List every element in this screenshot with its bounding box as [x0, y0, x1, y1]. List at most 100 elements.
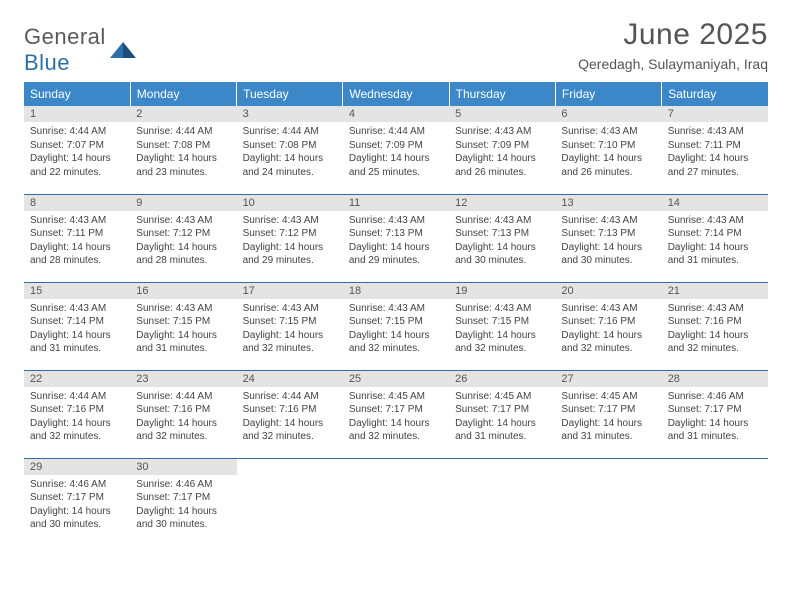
day-number: 22	[24, 371, 130, 387]
day-number: 9	[130, 195, 236, 211]
calendar-cell: ..	[555, 458, 661, 546]
weekday-heading: Tuesday	[237, 82, 343, 106]
day-number: 29	[24, 459, 130, 475]
day-number: 26	[449, 371, 555, 387]
weekday-heading: Thursday	[449, 82, 555, 106]
calendar-row: 15Sunrise: 4:43 AMSunset: 7:14 PMDayligh…	[24, 282, 768, 370]
month-title: June 2025	[578, 18, 768, 52]
calendar-cell: 4Sunrise: 4:44 AMSunset: 7:09 PMDaylight…	[343, 106, 449, 194]
day-details: Sunrise: 4:46 AMSunset: 7:17 PMDaylight:…	[662, 387, 768, 448]
title-block: June 2025 Qeredagh, Sulaymaniyah, Iraq	[578, 18, 768, 72]
calendar-cell: 15Sunrise: 4:43 AMSunset: 7:14 PMDayligh…	[24, 282, 130, 370]
weekday-heading: Saturday	[662, 82, 768, 106]
day-details: Sunrise: 4:43 AMSunset: 7:13 PMDaylight:…	[343, 211, 449, 272]
calendar-cell: ..	[662, 458, 768, 546]
day-number: 4	[343, 106, 449, 122]
weekday-heading: Wednesday	[343, 82, 449, 106]
weekday-heading: Monday	[130, 82, 236, 106]
day-details: Sunrise: 4:43 AMSunset: 7:10 PMDaylight:…	[555, 122, 661, 183]
day-number: 14	[662, 195, 768, 211]
day-details: Sunrise: 4:44 AMSunset: 7:09 PMDaylight:…	[343, 122, 449, 183]
calendar-cell: ..	[449, 458, 555, 546]
day-number: 25	[343, 371, 449, 387]
day-number: 15	[24, 283, 130, 299]
day-details: Sunrise: 4:44 AMSunset: 7:16 PMDaylight:…	[130, 387, 236, 448]
calendar-cell: 10Sunrise: 4:43 AMSunset: 7:12 PMDayligh…	[237, 194, 343, 282]
day-details: Sunrise: 4:44 AMSunset: 7:16 PMDaylight:…	[237, 387, 343, 448]
calendar-cell: 7Sunrise: 4:43 AMSunset: 7:11 PMDaylight…	[662, 106, 768, 194]
day-number: 8	[24, 195, 130, 211]
calendar-cell: 1Sunrise: 4:44 AMSunset: 7:07 PMDaylight…	[24, 106, 130, 194]
brand-triangle-icon	[110, 40, 136, 60]
calendar-cell: 21Sunrise: 4:43 AMSunset: 7:16 PMDayligh…	[662, 282, 768, 370]
calendar-cell: 11Sunrise: 4:43 AMSunset: 7:13 PMDayligh…	[343, 194, 449, 282]
calendar-cell: 8Sunrise: 4:43 AMSunset: 7:11 PMDaylight…	[24, 194, 130, 282]
day-number: 2	[130, 106, 236, 122]
calendar-body: 1Sunrise: 4:44 AMSunset: 7:07 PMDaylight…	[24, 106, 768, 546]
day-details: Sunrise: 4:43 AMSunset: 7:11 PMDaylight:…	[662, 122, 768, 183]
weekday-heading: Friday	[555, 82, 661, 106]
day-details: Sunrise: 4:43 AMSunset: 7:12 PMDaylight:…	[130, 211, 236, 272]
day-number: 6	[555, 106, 661, 122]
calendar-cell: 18Sunrise: 4:43 AMSunset: 7:15 PMDayligh…	[343, 282, 449, 370]
day-details: Sunrise: 4:43 AMSunset: 7:16 PMDaylight:…	[555, 299, 661, 360]
day-number: 10	[237, 195, 343, 211]
brand-logo: General Blue	[24, 18, 136, 76]
day-number: 19	[449, 283, 555, 299]
day-number: 12	[449, 195, 555, 211]
day-number: 23	[130, 371, 236, 387]
day-number: 21	[662, 283, 768, 299]
calendar-cell: 3Sunrise: 4:44 AMSunset: 7:08 PMDaylight…	[237, 106, 343, 194]
day-details: Sunrise: 4:43 AMSunset: 7:14 PMDaylight:…	[662, 211, 768, 272]
day-details: Sunrise: 4:46 AMSunset: 7:17 PMDaylight:…	[24, 475, 130, 536]
calendar-cell: 14Sunrise: 4:43 AMSunset: 7:14 PMDayligh…	[662, 194, 768, 282]
day-details: Sunrise: 4:46 AMSunset: 7:17 PMDaylight:…	[130, 475, 236, 536]
calendar-weekday-header: Sunday Monday Tuesday Wednesday Thursday…	[24, 82, 768, 106]
day-details: Sunrise: 4:44 AMSunset: 7:08 PMDaylight:…	[130, 122, 236, 183]
calendar-cell: 16Sunrise: 4:43 AMSunset: 7:15 PMDayligh…	[130, 282, 236, 370]
calendar-row: 22Sunrise: 4:44 AMSunset: 7:16 PMDayligh…	[24, 370, 768, 458]
brand-text: General Blue	[24, 24, 106, 76]
day-number: 5	[449, 106, 555, 122]
calendar-cell: 5Sunrise: 4:43 AMSunset: 7:09 PMDaylight…	[449, 106, 555, 194]
day-number: 13	[555, 195, 661, 211]
day-number: 17	[237, 283, 343, 299]
calendar-cell: 12Sunrise: 4:43 AMSunset: 7:13 PMDayligh…	[449, 194, 555, 282]
calendar-cell: 6Sunrise: 4:43 AMSunset: 7:10 PMDaylight…	[555, 106, 661, 194]
calendar-cell: 27Sunrise: 4:45 AMSunset: 7:17 PMDayligh…	[555, 370, 661, 458]
day-number: 7	[662, 106, 768, 122]
day-number: 24	[237, 371, 343, 387]
calendar-cell: 17Sunrise: 4:43 AMSunset: 7:15 PMDayligh…	[237, 282, 343, 370]
calendar-cell: 30Sunrise: 4:46 AMSunset: 7:17 PMDayligh…	[130, 458, 236, 546]
day-details: Sunrise: 4:44 AMSunset: 7:16 PMDaylight:…	[24, 387, 130, 448]
calendar-cell: 23Sunrise: 4:44 AMSunset: 7:16 PMDayligh…	[130, 370, 236, 458]
calendar-table: Sunday Monday Tuesday Wednesday Thursday…	[24, 82, 768, 546]
calendar-row: 8Sunrise: 4:43 AMSunset: 7:11 PMDaylight…	[24, 194, 768, 282]
brand-word1: General	[24, 24, 106, 49]
header: General Blue June 2025 Qeredagh, Sulayma…	[24, 18, 768, 76]
day-number: 27	[555, 371, 661, 387]
weekday-heading: Sunday	[24, 82, 130, 106]
day-details: Sunrise: 4:43 AMSunset: 7:15 PMDaylight:…	[343, 299, 449, 360]
day-number: 18	[343, 283, 449, 299]
calendar-cell: 20Sunrise: 4:43 AMSunset: 7:16 PMDayligh…	[555, 282, 661, 370]
day-details: Sunrise: 4:45 AMSunset: 7:17 PMDaylight:…	[343, 387, 449, 448]
calendar-cell: 26Sunrise: 4:45 AMSunset: 7:17 PMDayligh…	[449, 370, 555, 458]
day-details: Sunrise: 4:43 AMSunset: 7:12 PMDaylight:…	[237, 211, 343, 272]
day-number: 16	[130, 283, 236, 299]
calendar-cell: 22Sunrise: 4:44 AMSunset: 7:16 PMDayligh…	[24, 370, 130, 458]
day-details: Sunrise: 4:43 AMSunset: 7:15 PMDaylight:…	[130, 299, 236, 360]
calendar-cell: 2Sunrise: 4:44 AMSunset: 7:08 PMDaylight…	[130, 106, 236, 194]
day-number: 3	[237, 106, 343, 122]
day-details: Sunrise: 4:45 AMSunset: 7:17 PMDaylight:…	[449, 387, 555, 448]
day-number: 1	[24, 106, 130, 122]
day-details: Sunrise: 4:43 AMSunset: 7:13 PMDaylight:…	[555, 211, 661, 272]
day-details: Sunrise: 4:43 AMSunset: 7:11 PMDaylight:…	[24, 211, 130, 272]
day-details: Sunrise: 4:43 AMSunset: 7:15 PMDaylight:…	[237, 299, 343, 360]
day-details: Sunrise: 4:44 AMSunset: 7:08 PMDaylight:…	[237, 122, 343, 183]
calendar-cell: ..	[237, 458, 343, 546]
calendar-row: 29Sunrise: 4:46 AMSunset: 7:17 PMDayligh…	[24, 458, 768, 546]
calendar-cell: 29Sunrise: 4:46 AMSunset: 7:17 PMDayligh…	[24, 458, 130, 546]
calendar-cell: 13Sunrise: 4:43 AMSunset: 7:13 PMDayligh…	[555, 194, 661, 282]
calendar-cell: 9Sunrise: 4:43 AMSunset: 7:12 PMDaylight…	[130, 194, 236, 282]
